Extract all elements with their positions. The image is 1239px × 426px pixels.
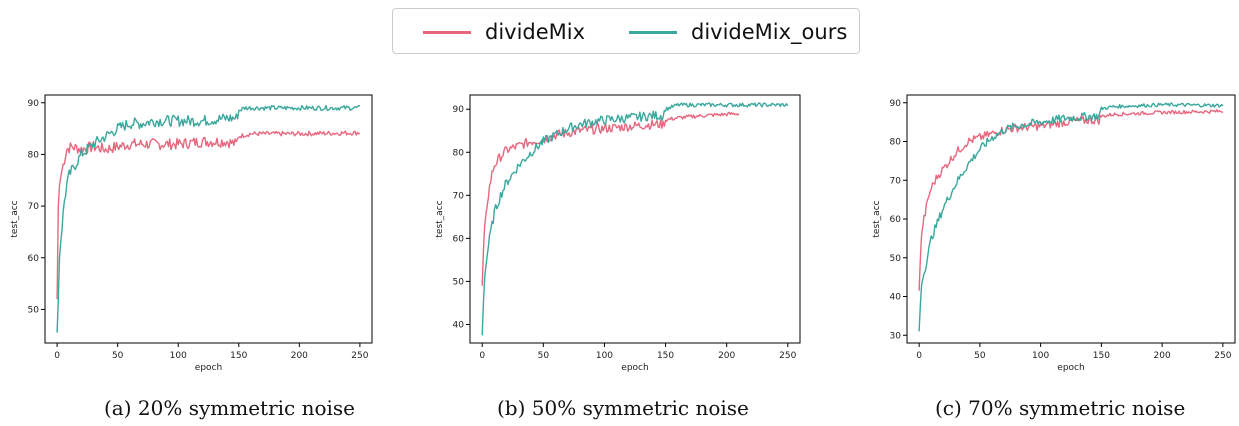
x-tick-label-a: 250	[351, 351, 368, 361]
x-tick-label-a: 50	[112, 351, 124, 361]
chart-c: 0 50 100 150 200 250 30 40 50 60 70 80 90 epoch test_a…	[872, 94, 1236, 373]
x-tick-label-b: 50	[538, 351, 550, 361]
x-tick-label-a: 0	[54, 351, 60, 361]
y-tick-label-c: 40	[890, 293, 902, 303]
x-tick-label-b: 100	[596, 351, 613, 361]
plot-frame-b	[469, 94, 801, 344]
y-tick-label-a: 80	[28, 150, 40, 160]
y-axis-label-b: test_acc	[435, 200, 445, 237]
y-tick-label-c: 70	[890, 176, 902, 186]
x-tick-label-c: 0	[916, 351, 922, 361]
y-axis-label-c: test_acc	[872, 200, 882, 237]
legend-label-dividemix: divideMix	[485, 20, 586, 44]
x-tick-label-a: 150	[230, 351, 247, 361]
y-tick-label-c: 60	[890, 215, 902, 225]
y-tick-label-a: 50	[28, 305, 40, 315]
series-line-b-dividemix-ours	[481, 102, 789, 336]
legend-label-dividemix-ours: divideMix_ours	[691, 20, 848, 44]
x-tick-label-a: 100	[170, 351, 187, 361]
plot-frame-a	[44, 94, 373, 344]
y-axis-label-a: test_acc	[10, 200, 20, 237]
caption-b: (b) 50% symmetric noise	[497, 396, 749, 420]
legend: divideMix divideMix_ours	[392, 8, 860, 54]
y-tick-label-c: 80	[890, 138, 902, 148]
series-line-b-dividemix	[481, 111, 740, 286]
chart-b: 0 50 100 150 200 250 40 50 60 70 80 90 epoch test_acc	[435, 94, 801, 373]
y-tick-label-b: 40	[453, 320, 465, 330]
y-tick-label-a: 60	[28, 254, 40, 264]
legend-swatch-dividemix	[423, 30, 471, 34]
x-axis-label-c: epoch	[1057, 363, 1084, 373]
y-tick-label-b: 90	[453, 105, 465, 115]
y-tick-label-c: 50	[890, 254, 902, 264]
y-tick-label-c: 30	[890, 331, 902, 341]
y-tick-label-a: 90	[28, 99, 40, 109]
caption-a: (a) 20% symmetric noise	[104, 396, 355, 420]
x-tick-label-b: 200	[718, 351, 735, 361]
caption-c: (c) 70% symmetric noise	[935, 396, 1186, 420]
x-tick-label-b: 150	[657, 351, 674, 361]
series-line-a-dividemix	[56, 130, 361, 300]
y-tick-label-b: 50	[453, 277, 465, 287]
legend-item-dividemix-ours: divideMix_ours	[629, 9, 847, 55]
y-tick-label-a: 70	[28, 202, 40, 212]
x-axis-label-a: epoch	[195, 363, 222, 373]
x-tick-label-c: 100	[1032, 351, 1049, 361]
series-line-c-dividemix-ours	[918, 102, 1224, 332]
x-axis-label-b: epoch	[621, 363, 648, 373]
x-tick-label-b: 250	[779, 351, 796, 361]
legend-item-dividemix: divideMix	[423, 9, 585, 55]
x-tick-label-c: 50	[974, 351, 986, 361]
series-line-c-dividemix	[918, 109, 1224, 291]
x-tick-label-a: 200	[291, 351, 308, 361]
legend-swatch-dividemix-ours	[629, 30, 677, 34]
y-tick-label-b: 60	[453, 234, 465, 244]
series-line-a-dividemix-ours	[56, 104, 361, 333]
chart-a: 0 50 100 150 200 250 50 60 70 80 90 epoch test_acc	[10, 94, 373, 373]
y-tick-label-b: 80	[453, 148, 465, 158]
x-tick-label-c: 200	[1154, 351, 1171, 361]
y-tick-label-b: 70	[453, 191, 465, 201]
plot-frame-c	[906, 94, 1236, 344]
x-tick-label-b: 0	[479, 351, 485, 361]
x-tick-label-c: 150	[1093, 351, 1110, 361]
x-tick-label-c: 250	[1214, 351, 1231, 361]
y-tick-label-c: 90	[890, 99, 902, 109]
